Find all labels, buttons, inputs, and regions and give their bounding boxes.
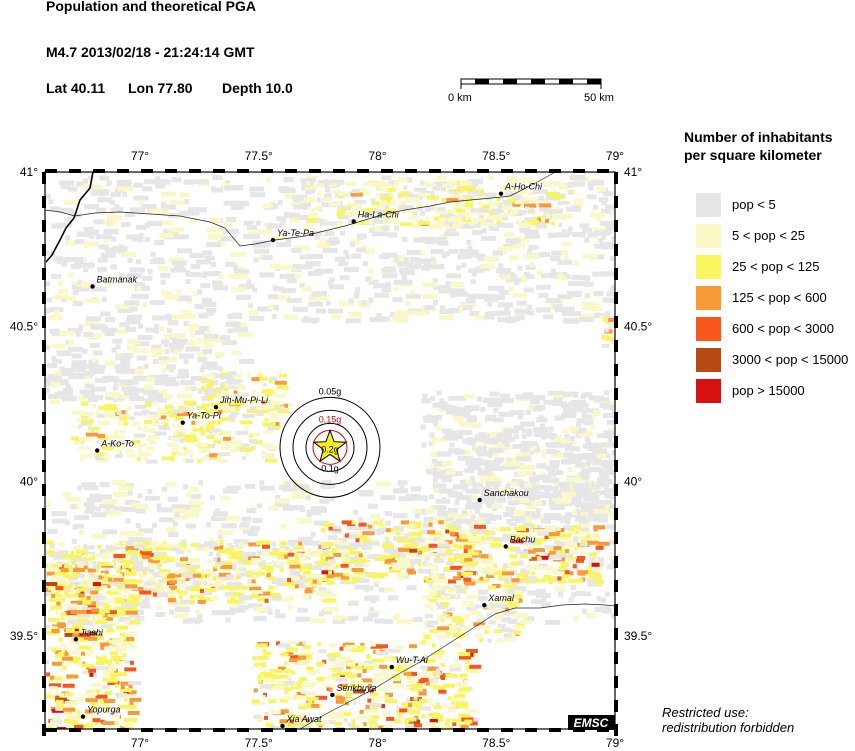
city-label: Xia Awat xyxy=(286,714,323,724)
lat-tick-label-right: 41° xyxy=(624,165,642,179)
city-label: Ya-Te-Pa xyxy=(277,228,314,238)
city-marker xyxy=(73,637,79,642)
city-label: Yopurga xyxy=(87,705,121,715)
city-label: A-Ko-To xyxy=(100,439,134,449)
legend-label: 600 < pop < 3000 xyxy=(732,321,834,336)
lat-tick-label-left: 41° xyxy=(20,165,38,179)
city-label: Bachu xyxy=(510,534,536,544)
depth-label: Depth 10.0 xyxy=(222,80,293,96)
legend-title-line1: Number of inhabitants xyxy=(684,129,833,145)
pga-contour-01g xyxy=(292,409,368,485)
legend-swatch xyxy=(696,224,721,248)
lat-tick-label-right: 40.5° xyxy=(624,320,652,334)
emsc-logo: EMSC xyxy=(568,715,615,730)
city-marker xyxy=(280,723,285,729)
lon-tick-label-bottom: 78° xyxy=(368,736,386,750)
legend-label: 5 < pop < 25 xyxy=(732,228,806,243)
restricted-line2: redistribution forbidden xyxy=(662,720,795,735)
city-label: A-Ho-Chi xyxy=(504,182,543,192)
city-label: Wu-T-Ai xyxy=(396,655,429,665)
legend-label: pop < 5 xyxy=(732,197,776,212)
legend-swatch xyxy=(696,193,721,217)
legend-swatch xyxy=(696,286,721,310)
lon-tick-label-top: 79° xyxy=(606,149,624,163)
border-line-south xyxy=(299,603,615,729)
legend-title: Number of inhabitants per square kilomet… xyxy=(684,128,833,164)
city-marker xyxy=(180,420,185,425)
legend-swatch xyxy=(696,255,721,279)
city-marker xyxy=(498,191,504,196)
city-marker xyxy=(477,497,482,503)
lon-tick-label-bottom: 79° xyxy=(606,736,624,750)
city-marker xyxy=(482,603,487,608)
city-marker xyxy=(330,692,335,698)
lon-tick-label-bottom: 77° xyxy=(131,736,149,750)
city-marker xyxy=(270,237,276,243)
borders xyxy=(45,172,615,729)
scale-right-label: 50 km xyxy=(584,92,614,104)
border-line-north xyxy=(45,172,556,247)
event-info: M4.7 2013/02/18 - 21:24:14 GMT xyxy=(46,44,255,60)
city-label: Sanchakou xyxy=(484,488,529,498)
pga-label: 0.2g xyxy=(321,444,339,454)
legend-label: 25 < pop < 125 xyxy=(732,259,820,274)
legend-title-line2: per square kilometer xyxy=(684,147,822,163)
lat-tick-label-left: 40.5° xyxy=(10,320,38,334)
map-frame xyxy=(42,169,618,736)
lon-tick-label-top: 77.5° xyxy=(245,149,273,163)
scale-left-label: 0 km xyxy=(448,92,472,104)
lat-label: Lat 40.11 xyxy=(46,80,106,96)
lat-tick-label-right: 39.5° xyxy=(624,629,652,643)
city-label: Batmanak xyxy=(97,274,138,284)
city-marker xyxy=(80,714,86,719)
lat-tick-label-left: 39.5° xyxy=(10,629,38,643)
legend-swatch xyxy=(696,317,721,341)
city-marker xyxy=(389,664,394,670)
city-label: Jih-Mu-Pi-Li xyxy=(219,395,269,405)
pga-contours: 0.05g 0.15g 0.2g 0.1g xyxy=(279,386,381,498)
pga-contour-005g xyxy=(279,396,381,498)
city-marker xyxy=(351,219,356,224)
lat-tick-label-right: 40° xyxy=(624,474,642,488)
population-density-layer xyxy=(45,175,615,729)
city-marker xyxy=(95,448,100,453)
legend-label: 3000 < pop < 15000 xyxy=(732,352,849,367)
legend-label: 125 < pop < 600 xyxy=(732,290,827,305)
city-label: Jiashi xyxy=(79,627,104,637)
country-border-line xyxy=(45,172,94,263)
legend-label: pop > 15000 xyxy=(732,383,805,398)
pga-label: 0.05g xyxy=(319,386,342,396)
legend-swatch xyxy=(696,379,721,403)
lon-tick-label-bottom: 78.5° xyxy=(482,736,510,750)
city-marker xyxy=(503,544,508,549)
city-label: Ha-La-Chi xyxy=(358,210,400,220)
lon-tick-label-top: 78.5° xyxy=(482,149,510,163)
legend-swatch xyxy=(696,348,721,372)
map-ticks: 77°77°77.5°77.5°78°78°78.5°78.5°79°79°41… xyxy=(10,149,653,750)
epicenter-star-icon xyxy=(312,428,348,463)
city-marker xyxy=(90,284,95,289)
scale-bar xyxy=(460,78,602,89)
city-layer: A-Ho-Chi Ha-La-Chi Ya-Te-Pa Batmanak Jih-Mu-… xyxy=(73,182,543,729)
lon-label: Lon 77.80 xyxy=(128,80,193,96)
pga-label: 0.1g xyxy=(321,463,339,473)
lon-tick-label-top: 77° xyxy=(131,149,149,163)
restricted-notice: Restricted use: redistribution forbidden xyxy=(662,705,794,735)
city-label: Xamal xyxy=(487,593,515,603)
lat-tick-label-left: 40° xyxy=(20,474,38,488)
emsc-logo-text: EMSC xyxy=(574,716,609,730)
city-label: Ya-To-Pi xyxy=(187,411,222,421)
restricted-line1: Restricted use: xyxy=(662,705,749,720)
lon-tick-label-bottom: 77.5° xyxy=(245,736,273,750)
city-label: Serikbuya xyxy=(336,683,376,693)
lon-tick-label-top: 78° xyxy=(368,149,386,163)
pga-label: 0.15g xyxy=(319,414,342,424)
city-marker xyxy=(213,404,219,410)
pga-contour-015g xyxy=(305,422,355,472)
map-title: Population and theoretical PGA xyxy=(46,0,257,14)
